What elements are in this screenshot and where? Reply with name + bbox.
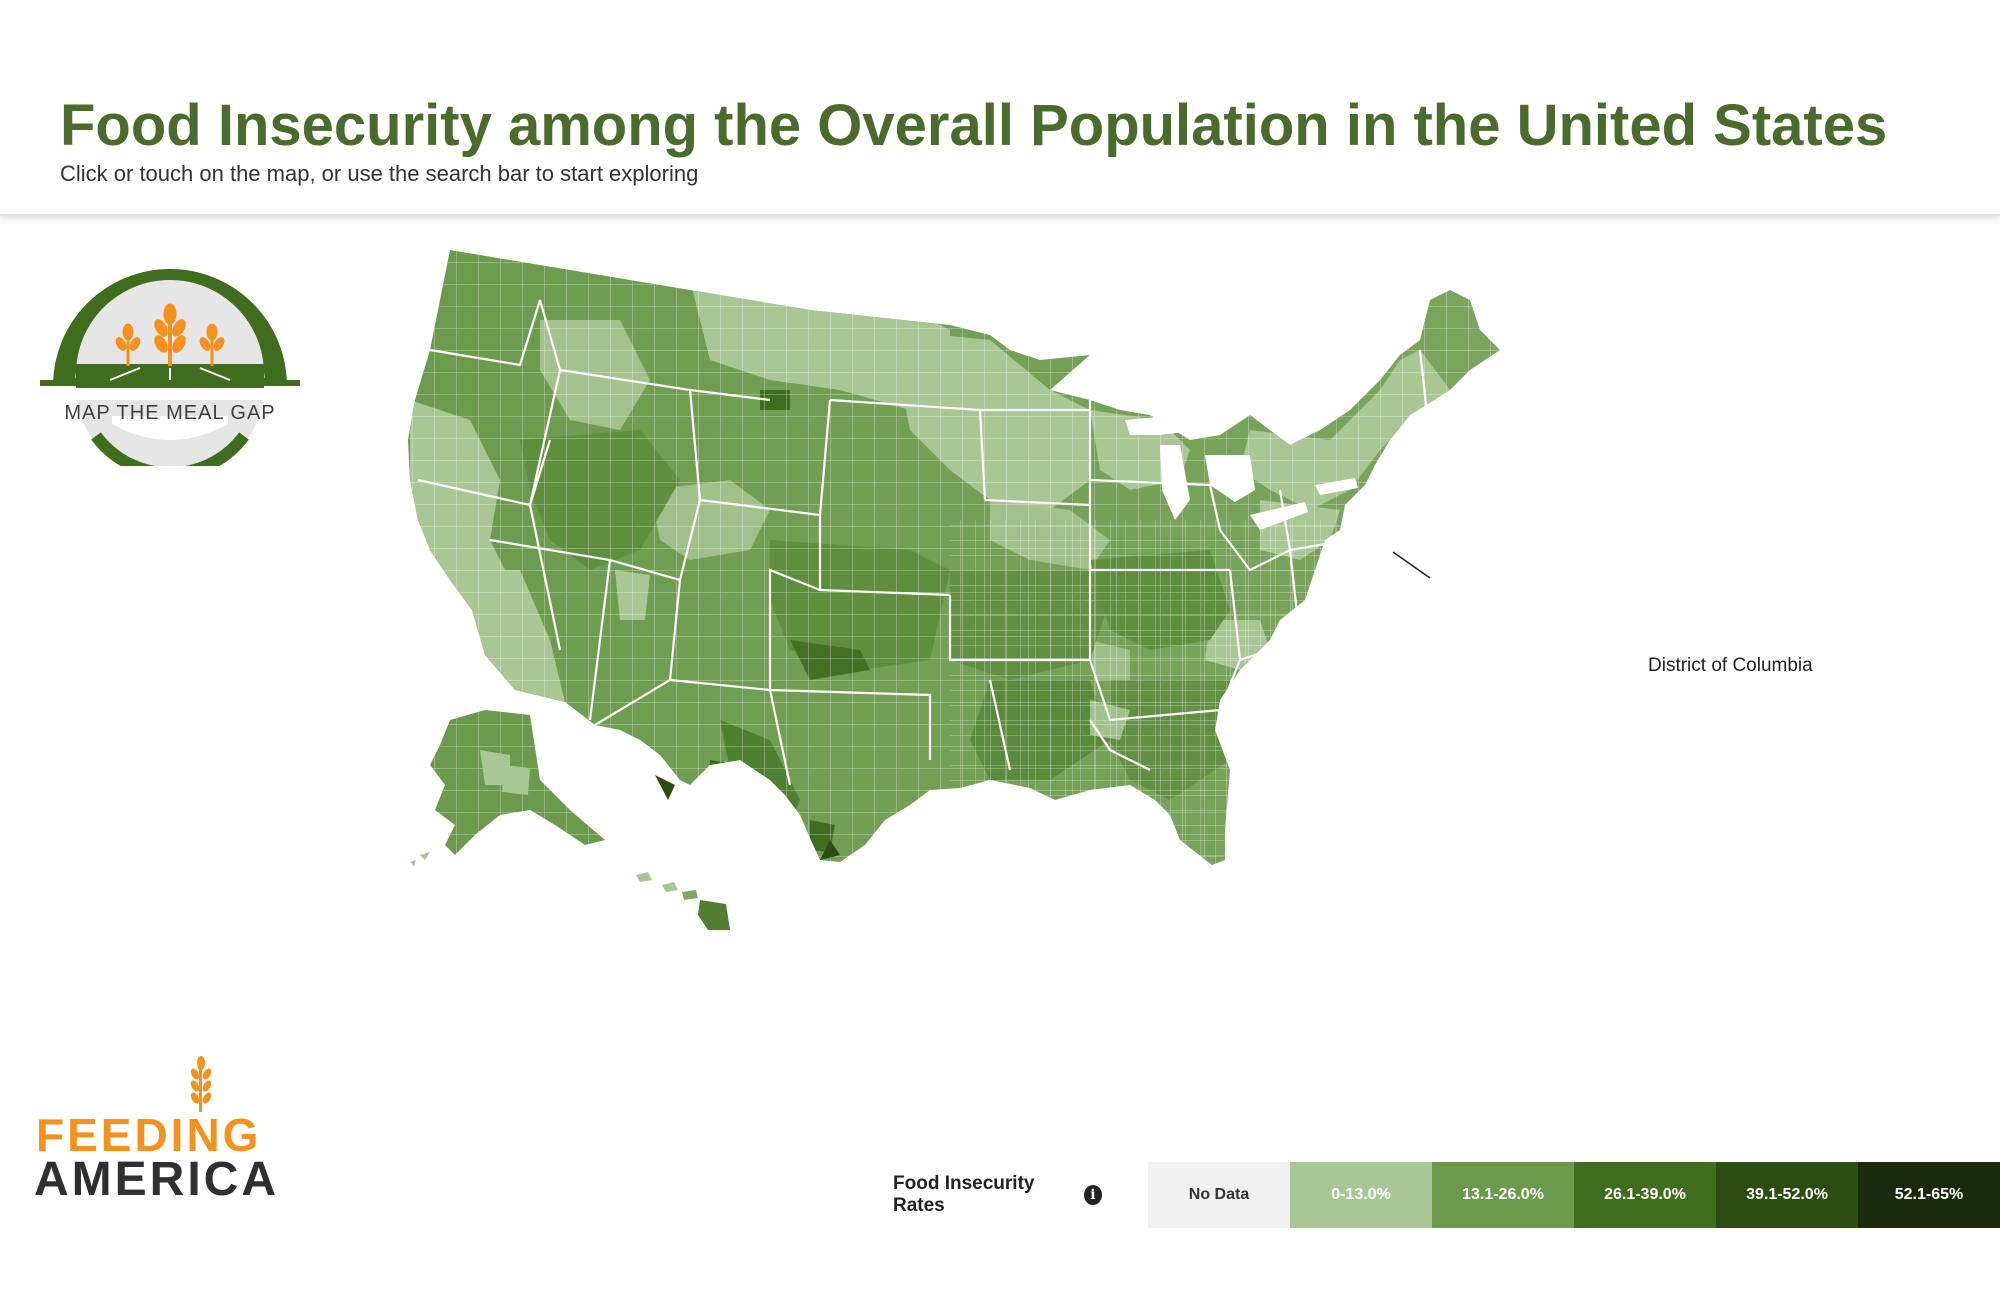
wheat-icon — [190, 1056, 212, 1112]
map-the-meal-gap-emblem — [40, 269, 300, 480]
legend-item[interactable]: 0-13.0% — [1290, 1162, 1432, 1228]
legend-item[interactable]: 26.1-39.0% — [1574, 1162, 1716, 1228]
great-lakes — [1125, 415, 1358, 530]
map-legend: Food Insecurity Rates i No Data 0-13.0% 13… — [893, 1162, 2000, 1228]
us-county-choropleth[interactable] — [390, 240, 1770, 1120]
page-subtitle: Click or touch on the map, or use the se… — [60, 161, 699, 186]
hawaii[interactable] — [636, 872, 730, 930]
legend-item[interactable]: 13.1-26.0% — [1432, 1162, 1574, 1228]
feeding-america-wordmark-line1: FEEDING — [36, 1109, 262, 1161]
contiguous-us-counties[interactable] — [390, 240, 1770, 1120]
map-the-meal-gap-logo[interactable]: MAP THE MEAL GAP — [40, 256, 300, 480]
feeding-america-wordmark-line2: AMERICA — [34, 1153, 279, 1206]
info-icon[interactable]: i — [1083, 1185, 1102, 1205]
legend-item[interactable]: 52.1-65% — [1858, 1162, 2000, 1228]
us-food-insecurity-map[interactable] — [390, 240, 1770, 1120]
dc-callout-line — [1392, 551, 1431, 579]
wheat-icon — [115, 303, 225, 366]
dc-callout-label[interactable]: District of Columbia — [1648, 655, 1813, 676]
legend-item[interactable]: No Data — [1148, 1162, 1290, 1228]
page-header: Food Insecurity among the Overall Popula… — [0, 0, 2000, 216]
legend-title: Food Insecurity Rates — [893, 1173, 1035, 1216]
legend-scale: No Data 0-13.0% 13.1-26.0% 26.1-39.0% 39.1-5… — [1148, 1162, 2000, 1228]
legend-item[interactable]: 39.1-52.0% — [1716, 1162, 1858, 1228]
page-title: Food Insecurity among the Overall Popula… — [60, 93, 1888, 158]
alaska[interactable] — [410, 710, 605, 866]
map-the-meal-gap-wordmark: MAP THE MEAL GAP — [64, 402, 276, 424]
